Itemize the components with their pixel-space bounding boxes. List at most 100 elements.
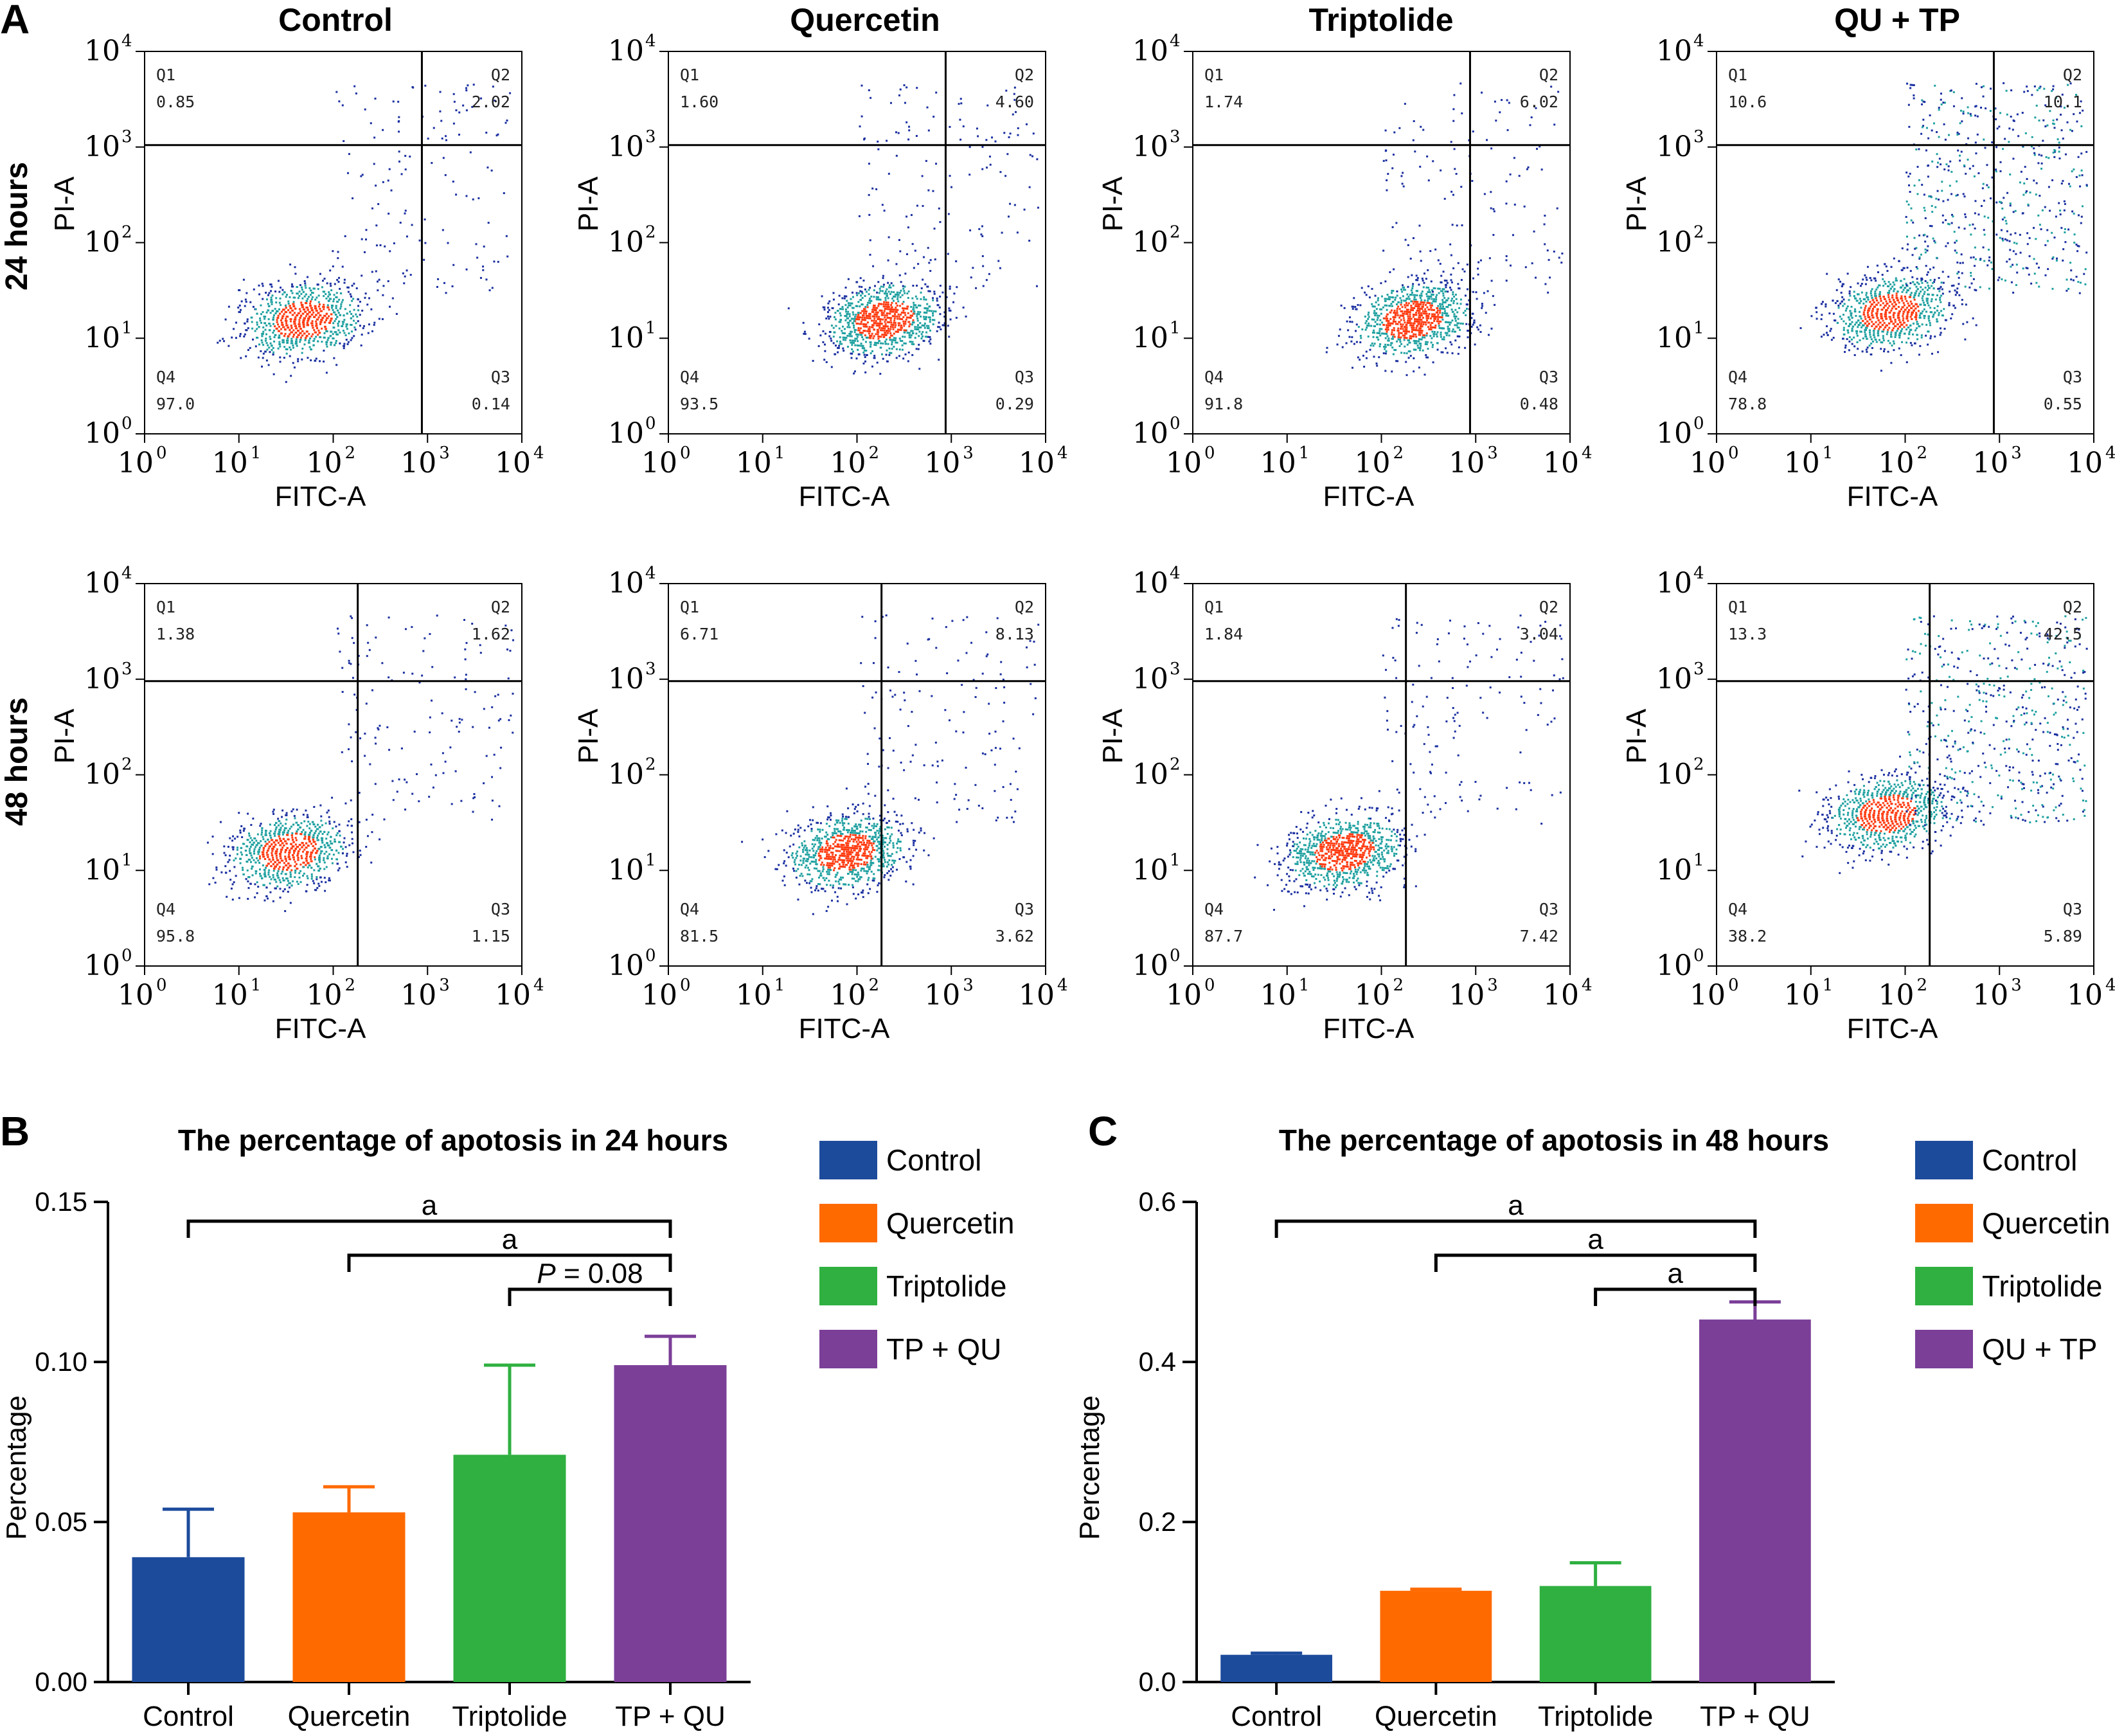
event-dot <box>923 325 925 327</box>
event-dot <box>1988 287 1990 290</box>
event-dot <box>1375 312 1378 314</box>
event-dot <box>941 324 944 327</box>
event-dot <box>350 339 352 341</box>
event-dot <box>1427 298 1429 300</box>
event-dot <box>861 291 863 293</box>
event-dot <box>256 321 258 324</box>
event-dot <box>1860 285 1862 287</box>
event-dot <box>330 313 333 316</box>
event-dot <box>933 292 936 295</box>
event-dot <box>1848 292 1851 295</box>
event-dot <box>1441 303 1443 305</box>
event-dot <box>1386 179 1388 182</box>
event-dot <box>1901 291 1904 293</box>
event-dot <box>1906 313 1909 316</box>
event-dot <box>1013 93 1015 95</box>
event-dot <box>2010 233 2012 236</box>
event-dot <box>346 286 349 289</box>
event-dot <box>377 280 379 283</box>
event-dot <box>1436 348 1439 351</box>
event-dot <box>1941 314 1944 317</box>
event-dot <box>1352 308 1354 310</box>
event-dot <box>1466 288 1468 291</box>
event-dot <box>279 312 281 315</box>
event-dot <box>850 352 852 355</box>
event-dot <box>900 328 902 331</box>
event-dot <box>787 307 790 310</box>
event-dot <box>1411 291 1413 294</box>
event-dot <box>1429 304 1432 307</box>
event-dot <box>1921 282 1923 284</box>
event-dot <box>289 320 292 323</box>
event-dot <box>916 326 918 328</box>
event-dot <box>866 306 869 309</box>
event-dot <box>397 100 400 103</box>
event-dot <box>314 359 317 362</box>
event-dot <box>2081 174 2084 177</box>
event-dot <box>2046 240 2049 242</box>
event-dot <box>894 315 897 318</box>
event-dot <box>295 343 298 345</box>
event-dot <box>497 133 499 136</box>
event-dot <box>834 318 837 321</box>
event-dot <box>1434 248 1437 251</box>
y-tick-exponent: 2 <box>1170 223 1181 242</box>
event-dot <box>2017 135 2020 138</box>
event-dot <box>1427 317 1430 319</box>
event-dot <box>1465 307 1468 310</box>
event-dot <box>1952 305 1955 307</box>
event-dot <box>1915 316 1918 319</box>
event-dot <box>1870 305 1872 308</box>
event-dot <box>1869 329 1871 332</box>
event-dot <box>1406 304 1408 307</box>
event-dot <box>406 269 408 272</box>
event-dot <box>1407 244 1409 246</box>
event-dot <box>1406 324 1408 327</box>
event-dot <box>1890 362 1893 364</box>
quadrant-q3-name: Q3 <box>1539 368 1558 386</box>
event-dot <box>848 304 850 307</box>
event-dot <box>906 316 908 319</box>
event-dot <box>2026 178 2028 181</box>
event-dot <box>877 337 880 340</box>
y-tick-base: 10 <box>608 321 644 354</box>
event-dot <box>1842 337 1844 340</box>
event-dot <box>1359 359 1361 361</box>
event-dot <box>2009 202 2012 205</box>
event-dot <box>1377 338 1380 341</box>
event-dot <box>1887 307 1889 309</box>
event-dot <box>2058 147 2060 149</box>
event-dot <box>305 287 307 289</box>
event-dot <box>1407 309 1409 311</box>
quadrant-q1-value: 1.60 <box>680 93 718 111</box>
event-dot <box>310 877 313 880</box>
event-dot <box>348 153 350 156</box>
event-dot <box>220 871 223 873</box>
event-dot <box>2012 119 2015 121</box>
event-dot <box>276 327 278 330</box>
event-dot <box>337 309 339 312</box>
event-dot <box>301 330 304 332</box>
event-dot <box>1009 132 1012 135</box>
event-dot <box>264 350 267 353</box>
event-dot <box>1882 337 1884 339</box>
event-dot <box>924 307 926 310</box>
event-dot <box>1926 298 1929 300</box>
event-dot <box>1870 353 1873 356</box>
event-dot <box>1443 297 1446 300</box>
event-dot <box>916 298 918 300</box>
event-dot <box>1441 299 1444 301</box>
event-dot <box>1958 271 1960 273</box>
event-dot <box>895 324 897 327</box>
event-dot <box>1416 305 1418 308</box>
event-dot <box>1359 304 1362 307</box>
event-dot <box>1374 314 1377 317</box>
event-dot <box>1457 283 1459 285</box>
event-dot <box>1431 313 1434 316</box>
event-dot <box>1396 310 1398 312</box>
event-dot <box>2033 179 2035 182</box>
event-dot <box>1975 152 1977 155</box>
event-dot <box>1816 311 1818 314</box>
event-dot <box>1423 312 1426 315</box>
event-dot <box>1983 233 1986 236</box>
